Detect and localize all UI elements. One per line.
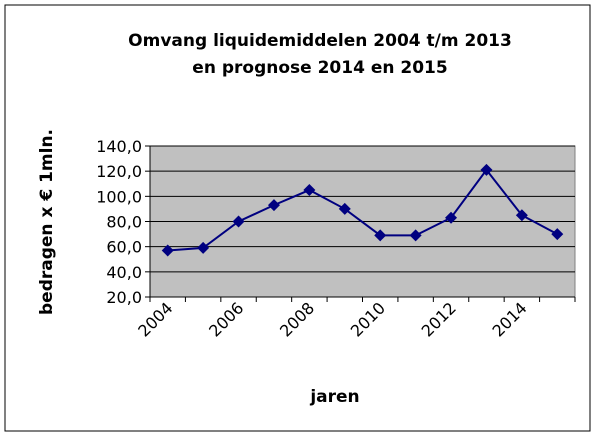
data-point	[232, 215, 245, 228]
data-point	[551, 228, 564, 241]
y-axis-label: bedragen x € 1mln.	[37, 129, 57, 315]
y-tick-label: 40,0	[106, 263, 142, 282]
chart-title: en prognose 2014 en 2015	[192, 58, 447, 78]
data-point	[197, 241, 210, 254]
y-tick-label: 140,0	[96, 137, 142, 156]
data-point	[515, 209, 528, 222]
y-tick-label: 20,0	[106, 288, 142, 307]
data-point	[338, 202, 351, 215]
y-tick-label: 60,0	[106, 238, 142, 257]
x-axis-label: jaren	[309, 387, 359, 407]
data-point	[267, 199, 280, 212]
y-tick-label: 120,0	[96, 162, 142, 181]
chart-title: Omvang liquidemiddelen 2004 t/m 2013	[128, 31, 512, 51]
data-point	[409, 229, 422, 242]
data-point	[161, 244, 174, 257]
y-tick-label: 100,0	[96, 187, 142, 206]
data-point	[480, 163, 493, 176]
data-point	[445, 211, 458, 224]
data-point	[303, 184, 316, 197]
y-tick-label: 80,0	[106, 213, 142, 232]
series-line	[167, 168, 558, 252]
data-point	[374, 229, 387, 242]
